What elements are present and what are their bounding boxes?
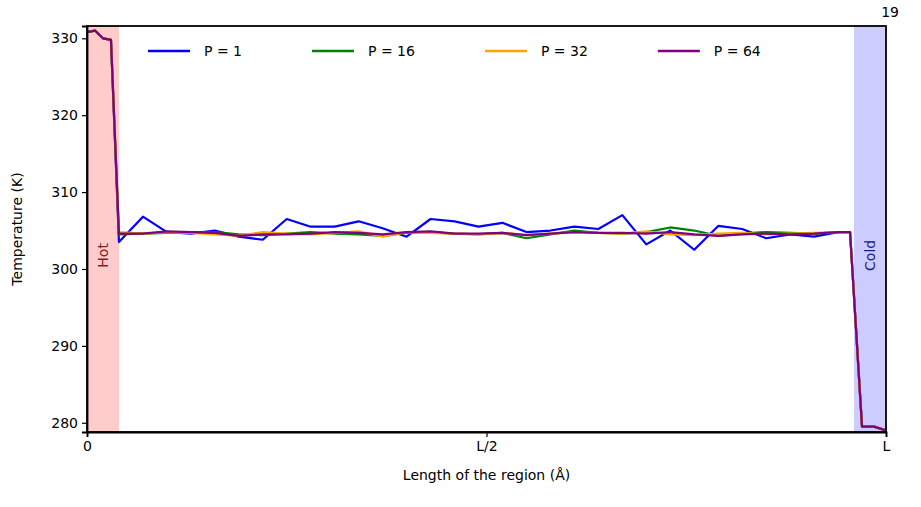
tick: L [883, 432, 891, 454]
tick: 330 [51, 30, 87, 46]
x-axis: 0 L/2 L [83, 432, 891, 454]
marks [87, 26, 886, 432]
legend-swatch [312, 50, 354, 53]
tick-label: 290 [51, 338, 78, 354]
series-line [87, 31, 886, 431]
tick: L/2 [476, 432, 497, 454]
plot: HotCold0L/2L280290300310320330P = 1P = 1… [51, 26, 890, 454]
legend-label: P = 64 [714, 43, 761, 59]
legend-swatch [485, 50, 527, 53]
frame [87, 26, 886, 432]
tick: 320 [51, 107, 87, 123]
axis-line [88, 433, 887, 438]
tick: 310 [51, 184, 87, 200]
legend: P = 1 P = 16 P = 32 P = 64 [148, 43, 761, 59]
tick-label: 310 [51, 184, 78, 200]
legend-label: P = 1 [204, 43, 242, 59]
page-number: 19 [881, 4, 899, 20]
x-axis-title: Length of the region (Å) [403, 467, 570, 483]
y-axis: 280 290 300 310 320 330 [51, 27, 87, 433]
region [87, 26, 119, 432]
chart: 19HotCold0L/2L280290300310320330P = 1P =… [0, 0, 921, 507]
region-label: Hot [95, 243, 111, 268]
tick: 280 [51, 415, 87, 431]
tick-label: 320 [51, 107, 78, 123]
y-axis-title: Temperature (K) [9, 172, 25, 286]
series-line [87, 31, 886, 431]
legend-item: P = 16 [312, 43, 415, 59]
legend-label: P = 16 [368, 43, 415, 59]
legend-swatch [658, 50, 700, 53]
tick-label: 280 [51, 415, 78, 431]
tick: 0 [83, 432, 92, 454]
tick-label: L/2 [476, 438, 497, 454]
region-label: Cold [862, 240, 878, 271]
tick: 300 [51, 261, 87, 277]
legend-label: P = 32 [541, 43, 588, 59]
series-line [87, 31, 886, 431]
legend-item: P = 64 [658, 43, 761, 59]
tick-label: L [883, 438, 891, 454]
legend-swatch [148, 50, 190, 53]
legend-item: P = 1 [148, 43, 242, 59]
series-line [87, 31, 886, 431]
tick-label: 0 [83, 438, 92, 454]
tick-label: 300 [51, 261, 78, 277]
tick-label: 330 [51, 30, 78, 46]
legend-item: P = 32 [485, 43, 588, 59]
tick: 290 [51, 338, 87, 354]
